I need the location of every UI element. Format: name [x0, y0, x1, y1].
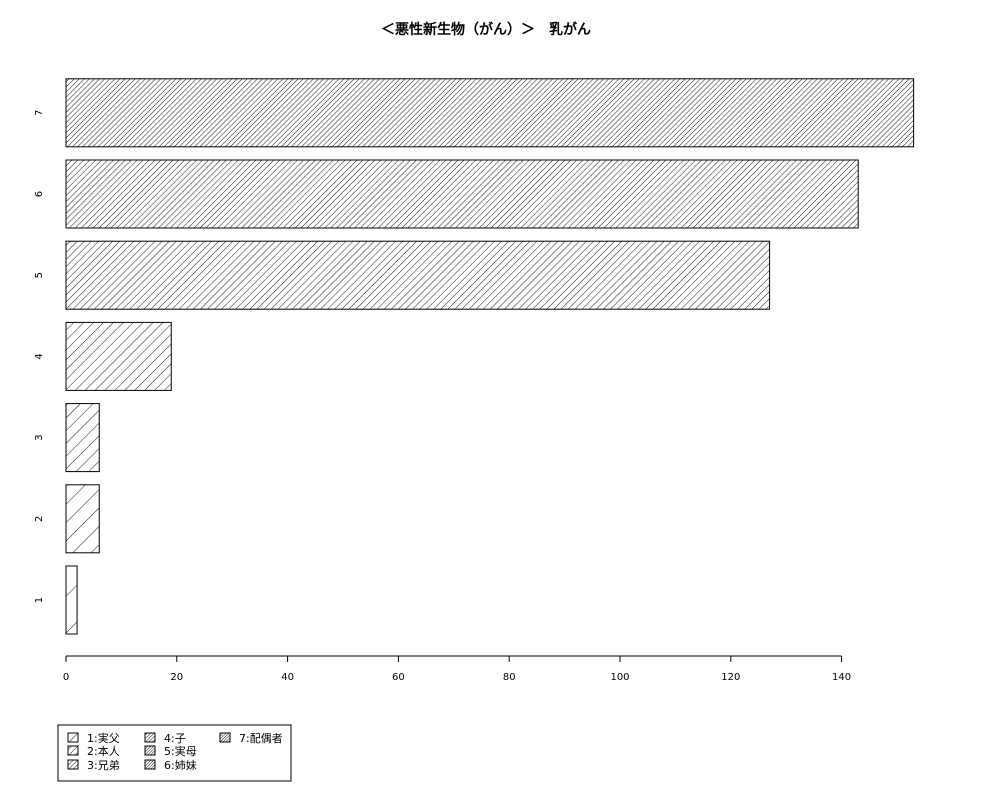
x-tick-label: 100: [610, 672, 629, 683]
x-tick-label: 120: [721, 672, 740, 683]
legend-swatch: [144, 732, 156, 743]
bar-5: [65, 240, 771, 310]
x-tick-label: 80: [503, 672, 516, 683]
x-tick-label: 140: [832, 672, 851, 683]
legend-label: 2:本人: [87, 744, 120, 758]
bar-4: [65, 321, 172, 391]
y-tick-label: 6: [34, 191, 45, 197]
x-tick-label: 40: [281, 672, 294, 683]
legend-box: [57, 724, 292, 782]
y-tick-label: 4: [34, 353, 45, 359]
y-tick-label: 5: [34, 272, 45, 278]
legend-label: 3:兄弟: [87, 759, 120, 772]
legend-swatch: [144, 745, 156, 756]
x-tick-label: 0: [63, 672, 69, 683]
bar-1: [65, 565, 78, 635]
x-tick-label: 20: [170, 672, 183, 683]
y-tick-label: 7: [34, 110, 45, 116]
bar-2: [65, 484, 100, 554]
legend-swatch: [144, 759, 156, 770]
legend: 1:実父2:本人3:兄弟 4:子5:実母6:姉妹 7:配偶者: [57, 724, 292, 782]
bar-7: [65, 78, 915, 148]
legend-label: 4:子: [164, 732, 186, 745]
y-tick-label: 1: [34, 597, 45, 603]
legend-label: 5:実母: [164, 744, 197, 758]
legend-label: 7:配偶者: [239, 732, 283, 745]
legend-swatch: [67, 745, 79, 756]
legend-swatch: [219, 732, 231, 743]
legend-label: 6:姉妹: [164, 758, 197, 772]
legend-swatch: [67, 759, 79, 770]
bar-6: [65, 159, 859, 229]
legend-label: 1:実父: [87, 731, 120, 745]
bar-3: [65, 403, 100, 473]
legend-swatch: [67, 732, 79, 743]
x-tick-label: 60: [392, 672, 405, 683]
chart-title: ＜悪性新生物（がん）＞ 乳がん: [381, 21, 591, 38]
y-tick-label: 3: [34, 434, 45, 440]
y-tick-label: 2: [34, 516, 45, 522]
